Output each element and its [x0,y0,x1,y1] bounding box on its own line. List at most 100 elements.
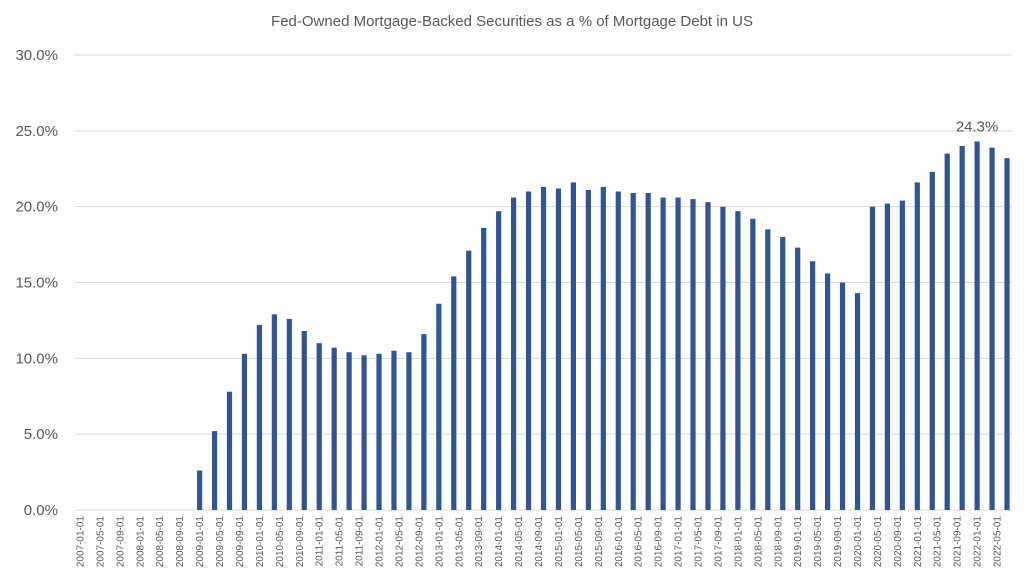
bar [839,282,846,510]
x-tick-label: 2013-05-01 [454,516,465,568]
bar [810,261,816,510]
x-tick-label: 2011-05-01 [335,516,346,567]
x-tick-label: 2020-05-01 [873,516,884,568]
bar [630,193,636,510]
bar [824,273,831,510]
y-tick-label: 30.0% [15,47,58,64]
x-tick-label: 2022-01-01 [973,516,984,568]
bar [869,206,876,510]
bar [286,318,292,510]
y-tick-label: 5.0% [24,426,58,443]
x-tick-label: 2011-09-01 [355,516,366,567]
x-tick-label: 2009-01-01 [195,516,206,568]
x-tick-label: 2012-09-01 [414,516,425,568]
x-tick-label: 2021-05-01 [933,516,944,568]
x-tick-label: 2019-05-01 [813,516,824,568]
x-tick-label: 2016-01-01 [614,516,625,568]
bar [615,191,621,510]
bar [525,191,532,510]
x-tick-label: 2017-01-01 [674,516,685,568]
bar [974,141,980,510]
bar [780,237,786,510]
bar [451,276,457,510]
bar [466,250,472,510]
bar [944,153,950,511]
x-tick-label: 2009-09-01 [235,516,246,568]
bar [735,211,741,510]
bar [854,293,861,510]
x-tick-label: 2009-05-01 [215,516,226,568]
x-tick-label: 2008-01-01 [135,516,146,568]
bar [585,189,591,510]
bar [197,470,203,510]
bar [899,200,905,510]
x-tick-label: 2014-01-01 [494,516,505,568]
bar [690,199,696,511]
x-tick-label: 2016-09-01 [654,516,665,568]
bar [705,202,711,510]
x-tick-label: 2016-05-01 [634,516,645,568]
x-tick-label: 2019-09-01 [833,516,844,568]
x-tick-label: 2008-05-01 [155,516,166,568]
bar [376,353,382,510]
x-tick-label: 2010-09-01 [295,516,306,568]
bar [914,182,920,510]
bar [481,227,487,510]
y-tick-label: 15.0% [15,275,58,292]
x-tick-label: 2012-05-01 [394,516,405,568]
x-tick-label: 2015-05-01 [574,516,585,568]
bar [226,391,233,510]
bar [1004,158,1010,510]
bar [660,197,666,511]
x-tick-label: 2011-01-01 [315,516,326,567]
bar [241,353,248,510]
x-tick-label: 2017-09-01 [713,516,724,568]
bar [391,350,397,510]
bar [256,324,263,510]
x-tick-label: 2018-05-01 [753,516,764,568]
bar [884,203,890,510]
y-tick-label: 10.0% [15,350,58,367]
x-tick-label: 2018-01-01 [733,516,744,568]
bar [929,171,935,511]
bar [750,218,756,511]
x-tick-label: 2014-09-01 [534,516,545,568]
x-tick-label: 2008-09-01 [175,516,186,568]
x-tick-label: 2007-09-01 [115,516,126,568]
bar [331,347,337,510]
bar [510,197,517,511]
bar [271,314,277,510]
x-tick-label: 2021-01-01 [913,516,924,568]
x-tick-label: 2020-09-01 [893,516,904,568]
y-tick-label: 0.0% [24,502,58,519]
x-tick-label: 2015-09-01 [594,516,605,568]
y-tick-label: 25.0% [15,123,58,140]
x-tick-label: 2021-09-01 [953,516,964,568]
bar [406,352,412,510]
x-tick-label: 2010-05-01 [275,516,286,568]
x-tick-label: 2007-01-01 [75,516,86,568]
bar [675,197,681,511]
bar [555,188,562,510]
x-tick-label: 2010-01-01 [255,516,266,568]
bar [211,431,218,510]
bar [436,303,442,510]
bar [600,186,606,510]
x-tick-label: 2019-01-01 [793,516,804,568]
chart-title: Fed-Owned Mortgage-Backed Securities as … [271,13,753,30]
bar [645,193,651,510]
x-tick-label: 2014-05-01 [514,516,525,568]
x-tick-label: 2007-05-01 [95,516,106,568]
x-tick-label: 2020-01-01 [853,516,864,568]
bar [421,334,427,510]
bar [316,343,322,510]
x-tick-label: 2017-05-01 [694,516,705,568]
bar [361,355,367,510]
bar [346,352,352,510]
x-tick-label: 2015-01-01 [554,516,565,568]
bar [959,146,965,510]
bar [570,182,577,510]
bar [496,211,502,510]
x-tick-label: 2013-09-01 [474,516,485,568]
